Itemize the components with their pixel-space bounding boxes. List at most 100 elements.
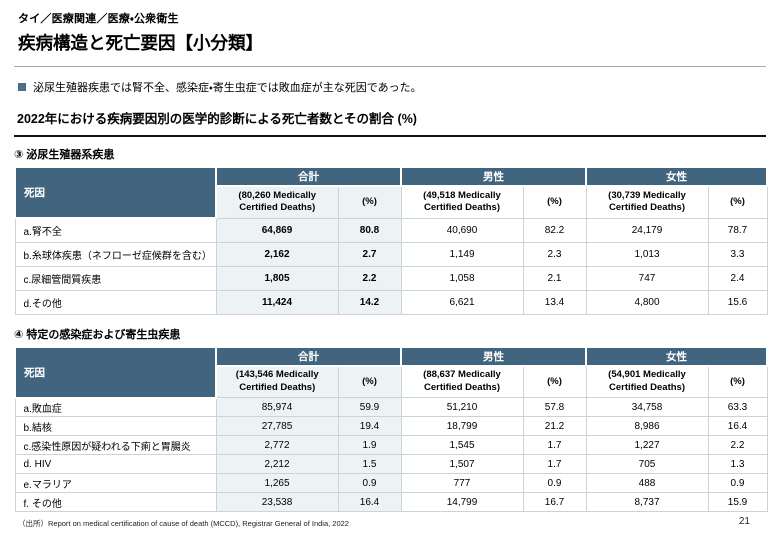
page-number: 21 xyxy=(738,516,750,527)
total-pct: 14.2 xyxy=(337,289,402,315)
male-pct: 2.1 xyxy=(522,265,587,291)
female-pct: 3.3 xyxy=(707,241,768,267)
table-infectious-parasitic-diseases: 死因 合計 男性 女性 (143,546 Medically Certified… xyxy=(14,345,768,512)
total-count: 85,974 xyxy=(215,397,339,417)
death-cause-label: b.糸球体疾患（ネフローゼ症候群を含む） xyxy=(14,241,217,267)
female-pct: 0.9 xyxy=(707,473,768,493)
table-row: a.敗血症 85,974 59.9 51,210 57.8 34,758 63.… xyxy=(14,397,768,417)
total-pct: 19.4 xyxy=(337,416,402,436)
total-count: 2,162 xyxy=(215,241,339,267)
subheader-male-deaths: (88,637 Medically Certified Deaths) xyxy=(400,365,524,398)
death-cause-label: f. その他 xyxy=(14,492,217,512)
col-header-total: 合計 xyxy=(215,345,402,367)
total-count: 23,538 xyxy=(215,492,339,512)
col-header-male: 男性 xyxy=(400,345,587,367)
subheader-total-deaths: (143,546 Medically Certified Deaths) xyxy=(215,365,339,398)
square-bullet-icon xyxy=(18,83,26,91)
table-row: b.結核 27,785 19.4 18,799 21.2 8,986 16.4 xyxy=(14,416,768,436)
total-count: 1,265 xyxy=(215,473,339,493)
female-pct: 63.3 xyxy=(707,397,768,417)
death-cause-label: b.結核 xyxy=(14,416,217,436)
female-count: 24,179 xyxy=(585,217,709,243)
death-cause-label: e.マラリア xyxy=(14,473,217,493)
table-row: d. HIV 2,212 1.5 1,507 1.7 705 1.3 xyxy=(14,454,768,474)
table1-caption: ③ 泌尿生殖器系疾患 xyxy=(14,149,115,161)
subheader-total-deaths: (80,260 Medically Certified Deaths) xyxy=(215,185,339,219)
male-count: 18,799 xyxy=(400,416,524,436)
female-pct: 2.2 xyxy=(707,435,768,455)
male-pct: 0.9 xyxy=(522,473,587,493)
table-urogenital-diseases: 死因 合計 男性 女性 (80,260 Medically Certified … xyxy=(14,166,768,315)
death-cause-label: a.敗血症 xyxy=(14,397,217,417)
section-heading: 2022年における疾病要因別の医学的診断による死亡者数とその割合 (%) xyxy=(14,108,766,137)
table-row: c.感染性原因が疑われる下痢と胃腸炎 2,772 1.9 1,545 1.7 1… xyxy=(14,435,768,455)
male-count: 1,507 xyxy=(400,454,524,474)
subheader-total-pct: (%) xyxy=(337,365,402,398)
male-pct: 2.3 xyxy=(522,241,587,267)
subheader-female-pct: (%) xyxy=(707,185,768,219)
table2-caption: ④ 特定の感染症および寄生虫疾患 xyxy=(14,328,181,341)
total-count: 2,772 xyxy=(215,435,339,455)
source-note: （出所）Report on medical certification of c… xyxy=(18,519,349,528)
total-pct: 2.7 xyxy=(337,241,402,267)
male-count: 51,210 xyxy=(400,397,524,417)
table-subheader-row: (80,260 Medically Certified Deaths) (%) … xyxy=(15,185,768,219)
total-pct: 59.9 xyxy=(337,397,402,417)
male-pct: 82.2 xyxy=(522,217,587,243)
total-pct: 1.9 xyxy=(337,435,402,455)
death-cause-label: d.その他 xyxy=(14,289,217,315)
female-pct: 2.4 xyxy=(707,265,768,291)
total-count: 64,869 xyxy=(215,217,339,243)
death-cause-label: c.尿細管間質疾患 xyxy=(14,265,217,291)
summary-text: 泌尿生殖器疾患では腎不全、感染症・寄生虫症では敗血症が主な死因であった。 xyxy=(33,82,422,94)
breadcrumb: タイ／医療関連／医療・公衆衛生 xyxy=(18,13,179,25)
table-row: a.腎不全 64,869 80.8 40,690 82.2 24,179 78.… xyxy=(14,217,768,243)
col-header-female: 女性 xyxy=(585,345,768,367)
table-header-row: 死因 合計 男性 女性 xyxy=(14,166,768,219)
male-pct: 16.7 xyxy=(522,492,587,512)
total-count: 1,805 xyxy=(215,265,339,291)
male-count: 1,545 xyxy=(400,435,524,455)
subheader-male-pct: (%) xyxy=(522,365,587,398)
total-count: 2,212 xyxy=(215,454,339,474)
subheader-male-pct: (%) xyxy=(522,185,587,219)
death-cause-label: d. HIV xyxy=(14,454,217,474)
col-header-cause: 死因 xyxy=(14,345,217,399)
female-pct: 78.7 xyxy=(707,217,768,243)
male-pct: 1.7 xyxy=(522,454,587,474)
death-cause-label: c.感染性原因が疑われる下痢と胃腸炎 xyxy=(14,435,217,455)
male-count: 1,149 xyxy=(400,241,524,267)
total-pct: 2.2 xyxy=(337,265,402,291)
header-divider xyxy=(14,66,766,67)
total-pct: 0.9 xyxy=(337,473,402,493)
female-count: 34,758 xyxy=(585,397,709,417)
total-count: 11,424 xyxy=(215,289,339,315)
female-pct: 15.6 xyxy=(707,289,768,315)
male-count: 777 xyxy=(400,473,524,493)
male-count: 1,058 xyxy=(400,265,524,291)
table-row: f. その他 23,538 16.4 14,799 16.7 8,737 15.… xyxy=(14,492,768,512)
female-count: 8,737 xyxy=(585,492,709,512)
female-count: 705 xyxy=(585,454,709,474)
total-pct: 16.4 xyxy=(337,492,402,512)
table-row: d.その他 11,424 14.2 6,621 13.4 4,800 15.6 xyxy=(14,289,768,315)
table-row: c.尿細管間質疾患 1,805 2.2 1,058 2.1 747 2.4 xyxy=(14,265,768,291)
female-count: 4,800 xyxy=(585,289,709,315)
total-count: 27,785 xyxy=(215,416,339,436)
summary-bullet-line: 泌尿生殖器疾患では腎不全、感染症・寄生虫症では敗血症が主な死因であった。 xyxy=(18,79,762,95)
total-pct: 80.8 xyxy=(337,217,402,243)
col-header-total: 合計 xyxy=(215,166,402,187)
female-pct: 16.4 xyxy=(707,416,768,436)
female-pct: 15.9 xyxy=(707,492,768,512)
male-count: 6,621 xyxy=(400,289,524,315)
female-count: 1,227 xyxy=(585,435,709,455)
male-pct: 13.4 xyxy=(522,289,587,315)
death-cause-label: a.腎不全 xyxy=(14,217,217,243)
female-count: 747 xyxy=(585,265,709,291)
subheader-male-deaths: (49,518 Medically Certified Deaths) xyxy=(400,185,524,219)
page-title: 疾病構造と死亡要因【小分類】 xyxy=(18,33,263,53)
subheader-female-deaths: (54,901 Medically Certified Deaths) xyxy=(585,365,709,398)
male-pct: 21.2 xyxy=(522,416,587,436)
male-pct: 1.7 xyxy=(522,435,587,455)
